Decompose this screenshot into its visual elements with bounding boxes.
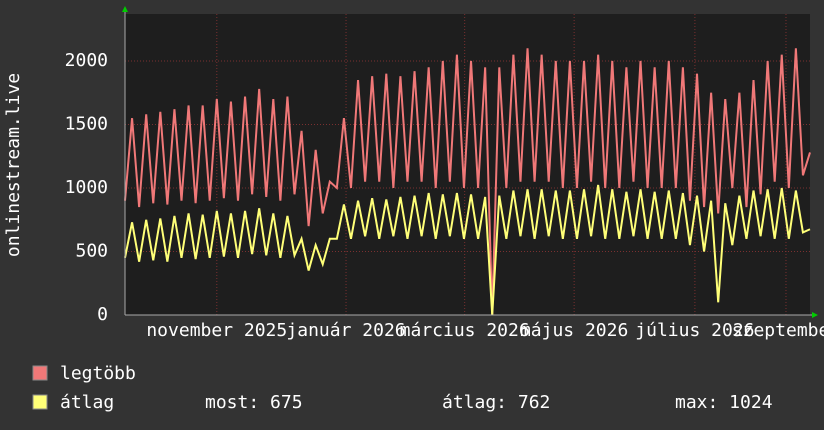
stat: átlag: 762: [442, 392, 550, 413]
legend-swatch: [32, 394, 48, 410]
stat: max: 1024: [675, 392, 773, 413]
plot-area: [125, 14, 810, 315]
stat: most: 675: [205, 392, 303, 413]
y-tick-label: 1500: [65, 113, 108, 134]
y-arrow: [122, 6, 128, 12]
series-line: [124, 48, 811, 316]
y-tick-label: 1000: [65, 177, 108, 198]
lines: [124, 48, 811, 316]
legend-label: átlag: [60, 392, 114, 413]
y-tick-label: 0: [97, 304, 108, 325]
y-tick-label: 500: [75, 240, 108, 261]
legend-label: legtöbb: [60, 363, 136, 384]
x-tick-label: november 2025: [146, 320, 287, 341]
x-tick-label: május 2026: [520, 320, 628, 341]
y-tick-label: 2000: [65, 50, 108, 71]
x-tick-label: július 2026: [635, 320, 754, 341]
x-tick-label: január 2026: [286, 320, 405, 341]
x-tick-label: március 2026: [400, 320, 530, 341]
x-tick-label: szeptember: [732, 320, 824, 341]
series-line: [124, 184, 811, 316]
legend-swatch: [32, 365, 48, 381]
y-axis-label: onlinestream.live: [3, 73, 24, 257]
x-arrow: [812, 312, 818, 318]
